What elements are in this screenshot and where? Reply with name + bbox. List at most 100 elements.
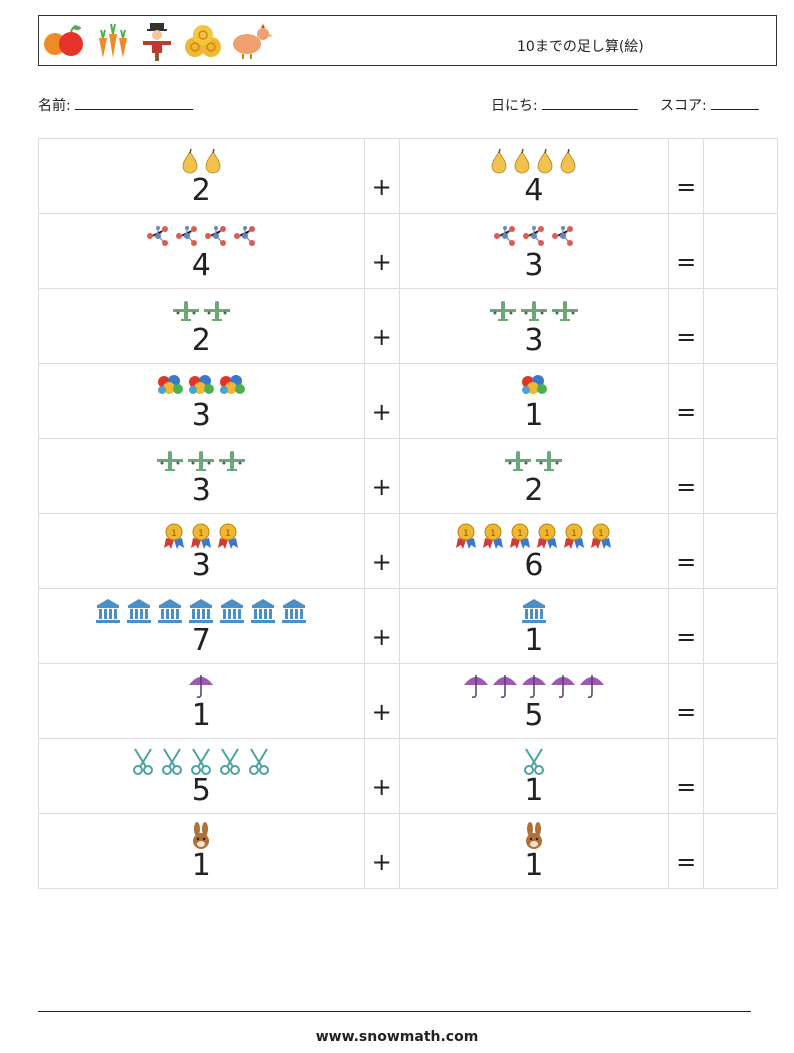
score-blank[interactable] <box>710 97 759 110</box>
equals-sign: = <box>676 248 697 276</box>
right-operand: 3 <box>398 288 670 364</box>
airplane-icon <box>520 299 548 327</box>
answer-box[interactable] <box>703 513 778 589</box>
problem-row: 7 +1 = <box>38 588 778 664</box>
operand-number: 7 <box>191 623 211 658</box>
answer-box[interactable] <box>703 138 778 214</box>
equals-sign-cell: = <box>668 663 705 739</box>
airplane-icon <box>218 449 246 477</box>
worksheet-title: 10までの足し算(絵) <box>517 39 644 55</box>
answer-box[interactable] <box>703 213 778 289</box>
equals-sign: = <box>676 848 697 876</box>
operand-number: 1 <box>191 698 211 733</box>
icon-group: 1 1 1 1 1 1 <box>400 514 669 553</box>
scissors-icon <box>130 747 156 779</box>
plus-sign: + <box>371 248 392 276</box>
scissors-icon <box>188 747 214 779</box>
answer-box[interactable] <box>703 438 778 514</box>
plus-sign: + <box>371 323 392 351</box>
umbrella-icon <box>579 673 605 703</box>
left-operand: 7 <box>38 588 365 664</box>
icon-group <box>400 289 669 328</box>
airplane-icon <box>504 449 532 477</box>
answer-box[interactable] <box>703 288 778 364</box>
molecule-icon <box>203 224 229 252</box>
header-icons <box>43 20 273 62</box>
operand-number: 3 <box>191 548 211 583</box>
operand-number: 5 <box>191 773 211 808</box>
icon-group <box>39 139 364 178</box>
plus-sign: + <box>371 173 392 201</box>
svg-text:1: 1 <box>464 529 470 539</box>
icon-group: 1 1 1 <box>39 514 364 553</box>
answer-box[interactable] <box>703 588 778 664</box>
answer-box[interactable] <box>703 813 778 889</box>
medal-icon: 1 <box>189 522 213 554</box>
right-operand: 3 <box>398 213 670 289</box>
equals-sign-cell: = <box>668 213 705 289</box>
molecule-icon <box>145 224 171 252</box>
icon-group <box>400 814 669 853</box>
equals-sign-cell: = <box>668 513 705 589</box>
balloons-icon <box>156 374 184 402</box>
molecule-icon <box>174 224 200 252</box>
plus-sign: + <box>371 773 392 801</box>
bank-icon <box>249 597 277 629</box>
right-operand: 1 <box>398 588 670 664</box>
umbrella-icon <box>492 673 518 703</box>
medal-icon: 1 <box>508 522 532 554</box>
rabbit-icon <box>190 822 212 854</box>
equals-sign-cell: = <box>668 138 705 214</box>
equals-sign: = <box>676 398 697 426</box>
right-operand: 1 <box>398 738 670 814</box>
svg-text:1: 1 <box>171 529 177 539</box>
score-label: スコア: <box>660 98 707 114</box>
right-operand: 4 <box>398 138 670 214</box>
answer-box[interactable] <box>703 363 778 439</box>
icon-group <box>39 364 364 403</box>
airplane-icon <box>172 299 200 327</box>
equals-sign: = <box>676 773 697 801</box>
chicken-icon <box>229 22 273 60</box>
icon-group <box>39 589 364 628</box>
left-operand: 2 <box>38 138 365 214</box>
date-blank[interactable] <box>541 97 638 110</box>
left-operand: 2 <box>38 288 365 364</box>
name-blank[interactable] <box>74 97 193 110</box>
left-operand: 3 <box>38 363 365 439</box>
carrot-icon <box>93 22 131 60</box>
operand-number: 1 <box>524 773 544 808</box>
answer-box[interactable] <box>703 738 778 814</box>
svg-text:1: 1 <box>491 529 497 539</box>
plus-sign-cell: + <box>363 813 400 889</box>
operand-number: 3 <box>191 398 211 433</box>
svg-text:1: 1 <box>572 529 578 539</box>
left-operand: 3 <box>38 438 365 514</box>
bank-icon <box>125 597 153 629</box>
bank-icon <box>520 597 548 629</box>
equals-sign: = <box>676 623 697 651</box>
plus-sign-cell: + <box>363 138 400 214</box>
rabbit-icon <box>523 822 545 854</box>
pear-icon <box>203 148 223 178</box>
plus-sign-cell: + <box>363 288 400 364</box>
equals-sign: = <box>676 173 697 201</box>
date-field: 日にち: <box>491 95 638 115</box>
plus-sign-cell: + <box>363 663 400 739</box>
airplane-icon <box>551 299 579 327</box>
operand-number: 1 <box>191 848 211 883</box>
svg-text:1: 1 <box>545 529 551 539</box>
scissors-icon <box>521 747 547 779</box>
plus-sign-cell: + <box>363 363 400 439</box>
airplane-icon <box>535 449 563 477</box>
problem-row: 1 1 1 3 +1 1 1 1 1 1 6 = <box>38 513 778 589</box>
medal-icon: 1 <box>216 522 240 554</box>
operand-number: 3 <box>191 473 211 508</box>
bank-icon <box>280 597 308 629</box>
plus-sign: + <box>371 623 392 651</box>
plus-sign: + <box>371 473 392 501</box>
svg-text:1: 1 <box>198 529 204 539</box>
answer-box[interactable] <box>703 663 778 739</box>
balloons-icon <box>187 374 215 402</box>
